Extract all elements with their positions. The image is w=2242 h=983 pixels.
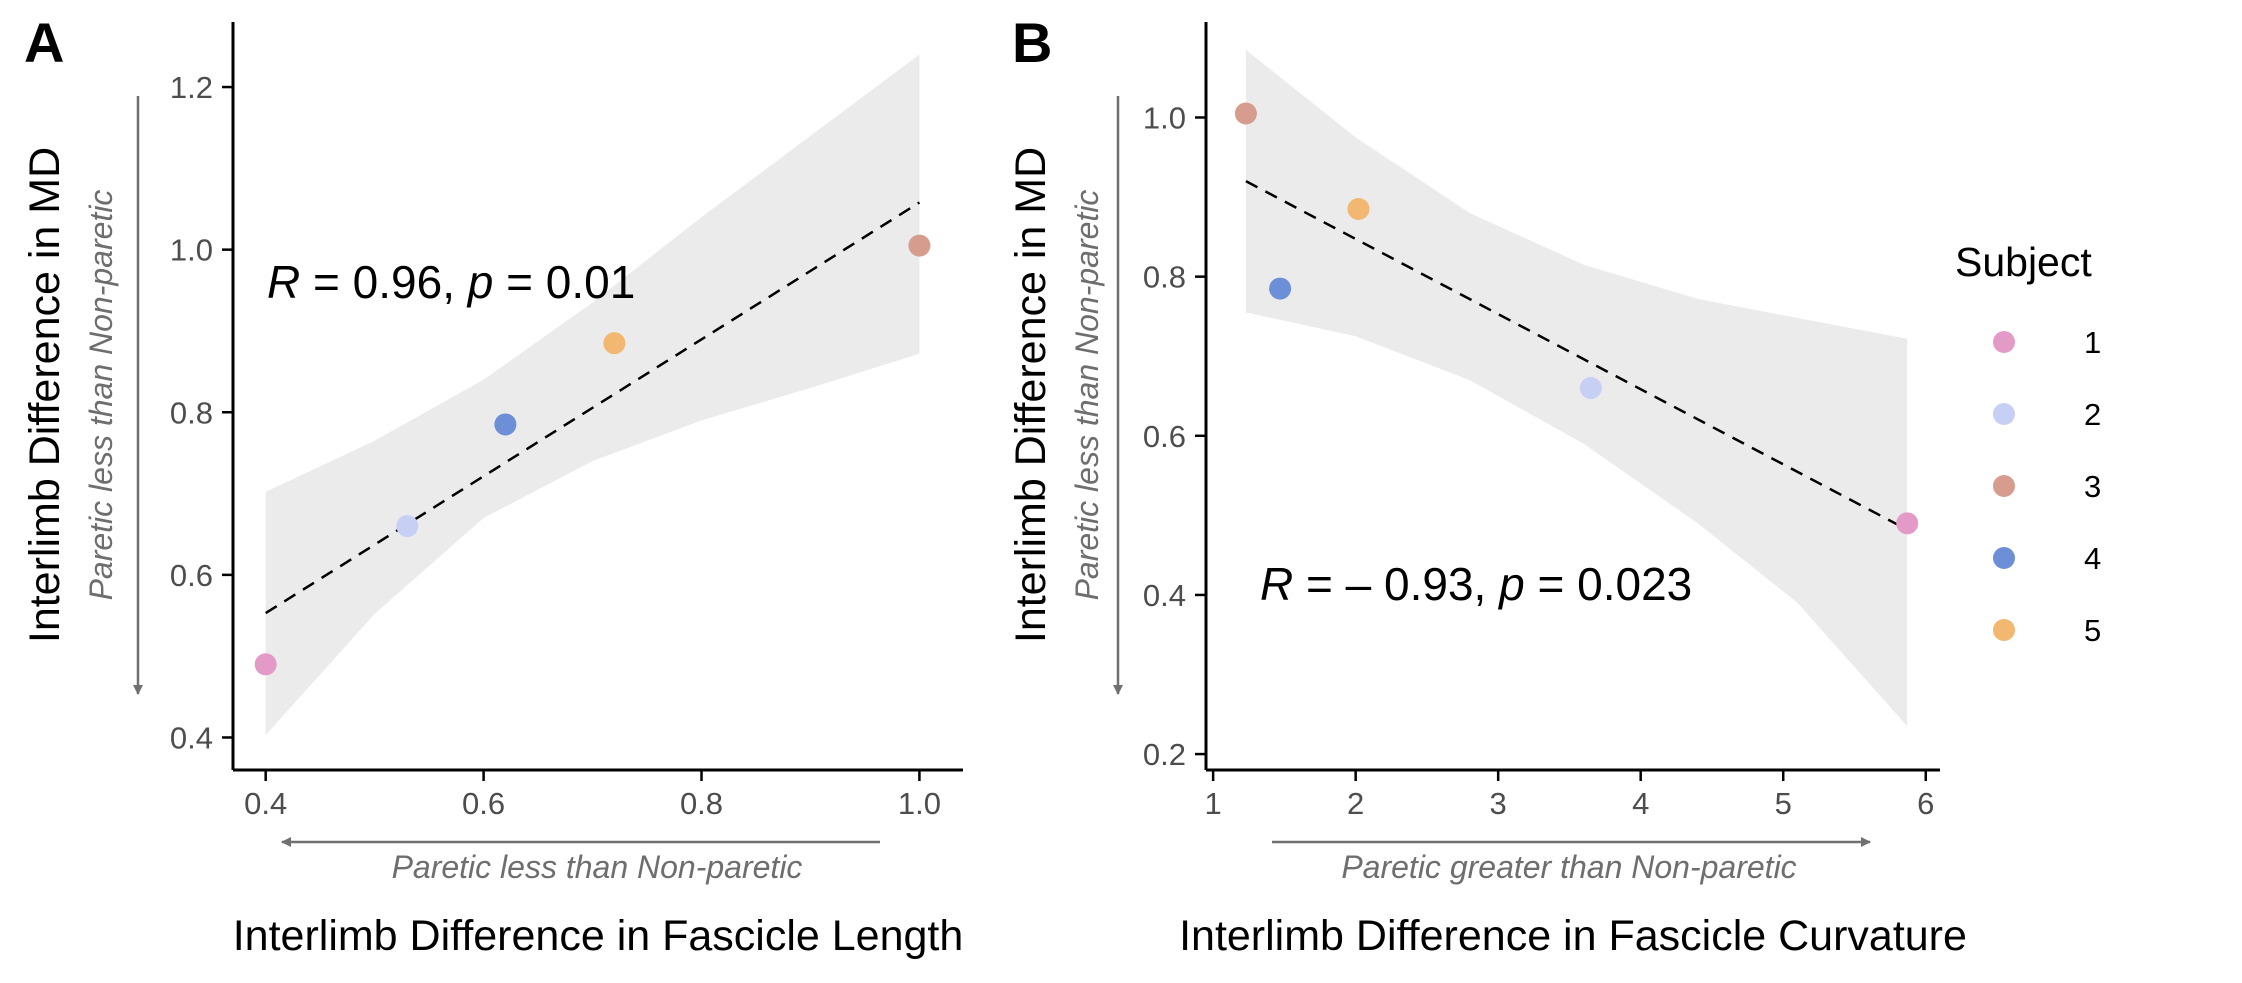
y-tick-label: 1.0 xyxy=(170,233,213,268)
x-tick-label: 5 xyxy=(1775,786,1792,821)
x-direction-label: Paretic less than Non-paretic xyxy=(392,849,803,885)
x-tick-label: 6 xyxy=(1917,786,1934,821)
y-tick-label: 0.8 xyxy=(1143,260,1186,295)
y-tick-label: 0.6 xyxy=(170,558,213,593)
fit-line xyxy=(265,201,921,615)
data-point-subject-5 xyxy=(1347,198,1370,220)
p-value: = 0.01 xyxy=(493,256,635,308)
y-tick-label: 1.2 xyxy=(170,70,213,105)
r-value: = – 0.93, xyxy=(1293,558,1499,610)
data-point-subject-4 xyxy=(494,413,517,436)
confidence-band-layer xyxy=(1245,49,1908,727)
x-tick-label: 0.8 xyxy=(680,786,723,821)
x-ticks: 1 2 3 4 5 6 xyxy=(1205,770,1934,821)
legend-swatch xyxy=(1993,619,2015,641)
y-tick-label: 0.6 xyxy=(1143,419,1186,454)
y-tick-label: 0.2 xyxy=(1143,737,1186,772)
data-point-subject-1 xyxy=(1896,512,1919,535)
panel-b-chart: B 1 2 3 4 5 6 0.2 0.4 0.6 0.8 1.0 R = – 0.93, p =… xyxy=(1007,11,1967,960)
y-tick-label: 0.4 xyxy=(170,720,213,755)
legend-swatch xyxy=(1993,403,2015,425)
legend-title: Subject xyxy=(1955,239,2092,285)
fit-line-layer xyxy=(1245,180,1908,531)
confidence-band xyxy=(1245,49,1908,727)
y-ticks: 0.2 0.4 0.6 0.8 1.0 xyxy=(1143,100,1206,772)
legend-label: 3 xyxy=(2084,469,2101,504)
data-point-subject-2 xyxy=(1579,377,1602,400)
x-tick-label: 0.6 xyxy=(462,786,505,821)
p-value: = 0.023 xyxy=(1525,558,1693,610)
axes-layer xyxy=(1204,22,1940,772)
legend-swatch xyxy=(1993,547,2015,569)
legend-label: 4 xyxy=(2084,541,2101,576)
x-tick-label: 2 xyxy=(1347,786,1364,821)
data-point-subject-3 xyxy=(908,234,931,257)
x-tick-label: 1 xyxy=(1205,786,1222,821)
y-direction-label: Paretic less than Non-paretic xyxy=(83,190,119,601)
panel-a-chart: A 0.4 0.6 0.8 1.0 0.4 0.6 0.8 1.0 1.2 R = 0.96,… xyxy=(21,11,963,960)
data-point-subject-5 xyxy=(603,332,626,355)
y-tick-label: 0.4 xyxy=(1143,578,1186,613)
data-point-subject-2 xyxy=(396,515,419,538)
legend-label: 2 xyxy=(2084,397,2101,432)
x-ticks: 0.4 0.6 0.8 1.0 xyxy=(244,770,941,821)
x-axis-title: Interlimb Difference in Fascicle Length xyxy=(233,912,964,960)
axes-layer xyxy=(231,22,963,772)
points-layer xyxy=(1234,102,1919,535)
p-symbol: p xyxy=(466,256,494,308)
x-tick-label: 4 xyxy=(1632,786,1649,821)
legend-swatch xyxy=(1993,475,2015,497)
data-point-subject-1 xyxy=(254,653,277,676)
correlation-annotation: R = – 0.93, p = 0.023 xyxy=(1260,558,1692,610)
r-symbol: R xyxy=(267,256,300,308)
y-tick-label: 0.8 xyxy=(170,395,213,430)
panel-label: A xyxy=(24,11,64,74)
data-point-subject-3 xyxy=(1234,102,1257,125)
legend-label: 1 xyxy=(2084,325,2101,360)
y-axis-title: Interlimb Difference in MD xyxy=(21,147,69,643)
legend: Subject 1 2 3 4 5 xyxy=(1955,239,2101,648)
y-axis-title: Interlimb Difference in MD xyxy=(1007,147,1055,643)
fit-line-layer xyxy=(265,201,921,615)
x-tick-label: 1.0 xyxy=(898,786,941,821)
legend-swatch xyxy=(1993,331,2015,353)
r-value: = 0.96, xyxy=(300,256,468,308)
r-symbol: R xyxy=(1260,558,1293,610)
legend-label: 5 xyxy=(2084,613,2101,648)
correlation-annotation: R = 0.96, p = 0.01 xyxy=(267,256,635,308)
y-ticks: 0.4 0.6 0.8 1.0 1.2 xyxy=(170,70,233,755)
confidence-band xyxy=(265,54,920,735)
x-tick-label: 0.4 xyxy=(244,786,287,821)
fit-line xyxy=(1245,180,1908,531)
y-tick-label: 1.0 xyxy=(1143,100,1186,135)
confidence-band-layer xyxy=(265,54,920,735)
p-symbol: p xyxy=(1497,558,1525,610)
x-tick-label: 3 xyxy=(1490,786,1507,821)
y-direction-label: Paretic less than Non-paretic xyxy=(1069,190,1105,601)
x-direction-label: Paretic greater than Non-paretic xyxy=(1341,849,1796,885)
points-layer xyxy=(254,234,931,676)
x-axis-title: Interlimb Difference in Fascicle Curvatu… xyxy=(1179,912,1967,960)
legend-entries: 1 2 3 4 5 xyxy=(1993,325,2101,648)
panel-label: B xyxy=(1012,11,1052,74)
data-point-subject-4 xyxy=(1269,277,1292,300)
